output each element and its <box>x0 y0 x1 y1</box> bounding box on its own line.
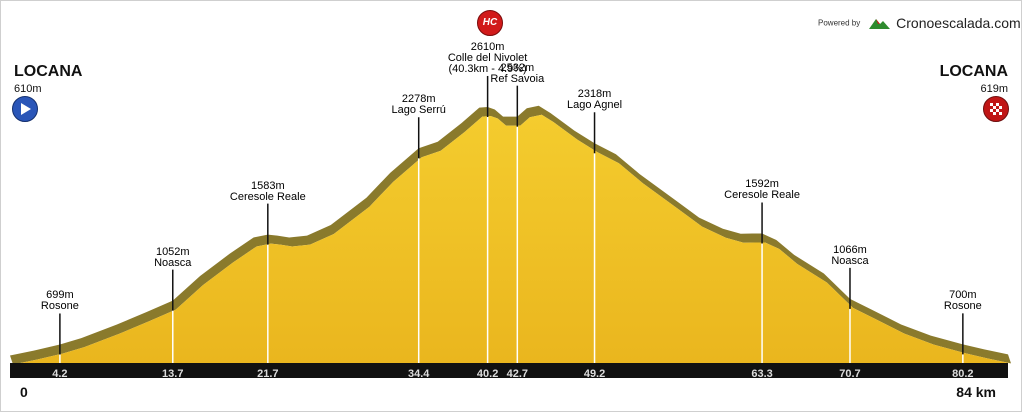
waypoint-elevation: 2610m <box>470 40 505 53</box>
waypoint-elevation: 699m <box>46 289 74 302</box>
waypoint-name: Lago Serrú <box>391 104 446 117</box>
waypoint-elevation: 2318m <box>577 88 612 101</box>
powered-by-text: Powered by <box>818 18 861 28</box>
axis-end-label: 84 km <box>956 384 996 400</box>
waypoint-label: 2532m Ref Savoia <box>490 61 545 85</box>
waypoint-climb-stats: (40.3km - 4.9%) <box>448 62 527 75</box>
waypoint-elevation: 1052m <box>155 245 190 258</box>
axis-start-label: 0 <box>20 384 28 400</box>
distance-tick-label: 40.2 <box>476 368 499 380</box>
distance-tick-label: 13.7 <box>162 368 184 380</box>
waypoint-name: Rosone <box>40 300 79 313</box>
waypoint-name: Ref Savoia <box>490 72 545 85</box>
waypoint-elevation: 1592m <box>745 178 779 191</box>
waypoint-elevation: 1066m <box>833 243 867 256</box>
finish-name: LOCANA <box>939 63 1008 80</box>
distance-tick-label: 70.7 <box>839 368 861 380</box>
waypoint-name: Lago Agnel <box>567 99 623 112</box>
start-name: LOCANA <box>14 63 83 80</box>
distance-tick-label: 49.2 <box>583 368 606 380</box>
distance-tick-label: 42.7 <box>506 368 529 380</box>
waypoint-elevation: 700m <box>949 289 977 302</box>
waypoint-label: 700m Rosone <box>944 290 982 312</box>
distance-tick-label: 4.2 <box>52 368 68 380</box>
waypoint-name: Ceresole Reale <box>724 189 800 202</box>
waypoint-name: Rosone <box>943 300 982 313</box>
waypoint-label: 699m Rosone <box>41 290 79 312</box>
waypoint-label: 2610m Colle del Nivolet (40.3km - 4.9%) <box>447 40 528 75</box>
distance-tick-label: 63.3 <box>751 368 773 380</box>
distance-tick-label: 21.7 <box>257 368 279 380</box>
credit: Powered by Cronoescalada.com <box>818 14 1021 32</box>
brand-link[interactable]: Cronoescalada.com <box>896 14 1021 31</box>
play-icon <box>12 96 38 122</box>
waypoint-elevation: 2532m <box>500 61 535 74</box>
waypoint-label: 1592m Ceresole Reale <box>724 179 800 201</box>
hc-category-badge: HC <box>477 10 503 36</box>
waypoint-name: Ceresole Reale <box>229 190 306 203</box>
waypoint-name: Colle del Nivolet <box>447 51 528 64</box>
waypoint-elevation: 2278m <box>401 93 436 106</box>
waypoint-name: Noasca <box>154 256 192 269</box>
waypoint-label: 2318m Lago Agnel <box>567 89 622 111</box>
finish-elevation: 619m <box>980 83 1008 95</box>
distance-tick-label: 80.2 <box>952 368 974 380</box>
waypoint-label: 2278m Lago Serrú <box>391 94 445 116</box>
waypoint-label: 1066m Noasca <box>831 243 869 267</box>
profile-area <box>10 114 1011 365</box>
waypoint-name: Noasca <box>831 254 869 267</box>
waypoint-label: 1583m Ceresole Reale <box>229 179 306 203</box>
waypoint-label: 1052m Noasca <box>154 245 192 269</box>
start-elevation: 610m <box>14 83 42 95</box>
distance-axis-bar <box>10 363 1008 378</box>
checkered-flag-icon <box>983 96 1009 122</box>
distance-tick-label: 34.4 <box>407 368 430 380</box>
waypoint-elevation: 1583m <box>250 179 285 192</box>
mountain-logo-icon <box>868 18 890 29</box>
